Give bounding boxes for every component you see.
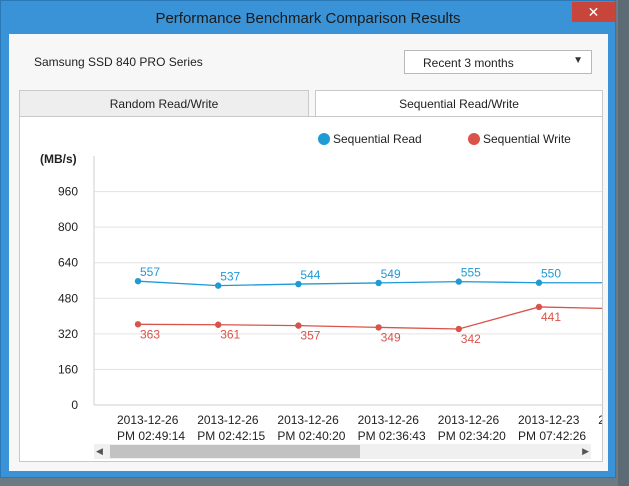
data-point xyxy=(215,321,222,328)
y-tick-label: 640 xyxy=(58,256,78,270)
y-tick-label: 800 xyxy=(58,220,78,234)
range-dropdown-value: Recent 3 months xyxy=(423,56,514,70)
x-tick-label-date: 2013-12-26 xyxy=(438,413,500,427)
x-tick-label-date: 2013-12-23 xyxy=(518,413,580,427)
data-label: 544 xyxy=(300,268,320,282)
tab-random-read-write[interactable]: Random Read/Write xyxy=(19,90,309,116)
background-strip xyxy=(618,0,629,486)
chart-panel: 0 160 320 480 640 800 960 (MB/s) Sequential Read… xyxy=(19,116,603,462)
x-tick-label-date: 2 xyxy=(598,413,602,427)
y-tick-label: 320 xyxy=(58,327,78,341)
data-label: 342 xyxy=(461,332,481,346)
y-axis-label: (MB/s) xyxy=(40,152,77,166)
data-point xyxy=(295,322,302,329)
legend-marker xyxy=(468,133,480,145)
legend-label: Sequential Write xyxy=(483,132,571,146)
data-label: 363 xyxy=(140,327,160,341)
series-line-read xyxy=(137,280,602,287)
tab-bar: Random Read/Write Sequential Read/Write xyxy=(19,90,603,118)
x-tick-label-date: 2013-12-26 xyxy=(117,413,179,427)
data-label: 349 xyxy=(381,330,401,344)
scrollbar-thumb[interactable] xyxy=(110,445,360,458)
data-label: 357 xyxy=(300,329,320,343)
data-point xyxy=(295,280,302,288)
caret-down-icon: ▼ xyxy=(573,55,583,66)
x-tick-label-time: PM 02:49:14 xyxy=(117,429,185,443)
x-tick-label-date: 2013-12-26 xyxy=(277,413,339,427)
data-point xyxy=(455,325,462,333)
data-label: 537 xyxy=(220,270,240,284)
y-tick-label: 960 xyxy=(58,185,78,199)
device-name: Samsung SSD 840 PRO Series xyxy=(34,55,203,69)
data-point xyxy=(375,324,382,331)
client-area: Samsung SSD 840 PRO Series Recent 3 mont… xyxy=(9,34,608,471)
data-point xyxy=(375,279,382,287)
title-bar[interactable]: Performance Benchmark Comparison Results… xyxy=(1,1,615,35)
x-tick-label-time: PM 07:42:26 xyxy=(518,429,586,443)
arrow-left-icon[interactable]: ◀ xyxy=(96,446,103,456)
legend-label: Sequential Read xyxy=(333,132,422,146)
data-point xyxy=(455,278,462,285)
data-point xyxy=(535,303,543,311)
horizontal-scrollbar[interactable]: ◀ ▶ xyxy=(94,444,591,459)
data-label: 557 xyxy=(140,265,160,279)
x-tick-label-date: 2013-12-26 xyxy=(197,413,259,427)
x-tick-label-time: PM 02:40:20 xyxy=(277,429,345,443)
x-tick-label-date: 2013-12-26 xyxy=(358,413,420,427)
benchmark-window: Performance Benchmark Comparison Results… xyxy=(0,0,616,478)
window-title: Performance Benchmark Comparison Results xyxy=(155,10,461,27)
data-label: 550 xyxy=(541,267,561,281)
y-tick-label: 0 xyxy=(71,398,78,412)
y-tick-label: 160 xyxy=(58,362,78,376)
tab-sequential-read-write[interactable]: Sequential Read/Write xyxy=(315,90,603,118)
data-label: 549 xyxy=(381,267,401,281)
data-point xyxy=(134,277,142,285)
line-chart: 0 160 320 480 640 800 960 (MB/s) Sequential Read… xyxy=(40,132,602,443)
data-point xyxy=(535,279,543,286)
data-point xyxy=(215,282,222,289)
data-label: 441 xyxy=(541,310,561,324)
y-tick-label: 480 xyxy=(58,291,78,305)
legend-marker xyxy=(318,133,330,145)
close-button[interactable]: ✕ xyxy=(572,2,615,22)
data-label: 555 xyxy=(461,266,481,280)
x-tick-label-time: PM 02:36:43 xyxy=(358,429,426,443)
range-dropdown[interactable]: Recent 3 months ▼ xyxy=(404,50,592,74)
data-point xyxy=(134,321,142,328)
data-label: 361 xyxy=(220,328,240,342)
arrow-right-icon[interactable]: ▶ xyxy=(582,446,589,456)
x-tick-label-time: PM 02:42:15 xyxy=(197,429,265,443)
series-line-write xyxy=(137,306,602,330)
x-tick-label-time: PM 02:34:20 xyxy=(438,429,506,443)
